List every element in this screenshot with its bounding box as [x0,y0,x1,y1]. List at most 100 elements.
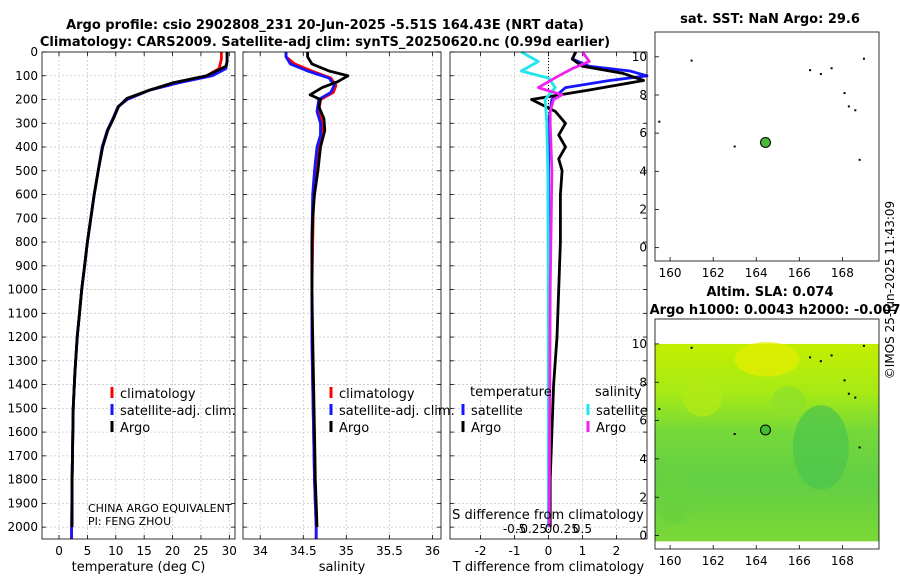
temp-legend-1-label: satellite-adj. clim. [120,404,236,419]
temp-legend-2-label: Argo [120,421,150,436]
x-axis-label: T difference from climatology [452,560,645,575]
y-tick-label: 1300 [7,354,38,368]
land-point [830,67,833,70]
x-tick-label: 35.5 [376,544,403,558]
map-x-tick-label: 168 [831,554,854,568]
sst-map-title: sat. SST: NaN Argo: 29.6 [680,12,860,27]
map-x-tick-label: 160 [659,554,682,568]
map-x-tick-label: 164 [745,266,768,280]
diff-legend-temp-argo-label: Argo [471,421,501,436]
x-tick-label: 10 [108,544,123,558]
land-point [862,344,865,347]
map-x-tick-label: 168 [831,266,854,280]
map-frame [654,31,880,262]
y-tick-label: 2000 [7,520,38,534]
x-axis-label: temperature (deg C) [72,560,206,575]
temperature-panel: 0 5 10 15 20 25 300100200300400500600700800900… [7,45,237,575]
plot-frame [449,51,648,540]
sla-map-title-line1: Altim. SLA: 0.074 [707,285,834,300]
land-point [819,72,822,75]
map-x-tick-label: 164 [745,554,768,568]
salinity-panel: 34 34.5 35 35.5 36 salinity climatology satelli… [242,51,455,575]
map-x-tick-label: 160 [659,266,682,280]
y-tick-label: 1600 [7,425,38,439]
series-line-argo [306,52,350,528]
map-y-tick-label: 8 [639,375,647,389]
sla-anomaly-blob [683,378,722,417]
land-point [843,379,846,382]
diff-legend-sal-argo-label: Argo [596,421,626,436]
difference-panel: -2 -1 0 1 2 T difference from climatology temp… [449,50,649,575]
y-tick-label: 1900 [7,496,38,510]
map-x-tick-label: 162 [702,266,725,280]
y-tick-label: 1800 [7,473,38,487]
map-y-tick-label: 4 [639,164,647,178]
x-tick-label: 34.5 [290,544,317,558]
y-tick-label: 900 [15,259,38,273]
x2-axis-label: S difference from climatology [452,508,644,523]
map-x-tick-label: 162 [702,554,725,568]
x-tick-label: 30 [222,544,237,558]
series-line-salinity-argo [536,51,591,528]
map-y-tick-label: 0 [639,529,647,543]
sal-legend-1-label: satellite-adj. clim. [339,404,455,419]
x-tick-label: 36 [425,544,440,558]
sst-map-panel: 160 162 164 166 168 0 2 4 6 8 10 [632,31,880,280]
map-y-tick-label: 6 [639,126,647,140]
diff-legend-temperature-heading: temperature [470,385,552,400]
series-line-salinity-satellite [519,50,557,528]
x-tick-label: -1 [509,544,521,558]
credit-line2: PI: FENG ZHOU [88,515,171,528]
x-tick-label: 2 [613,544,621,558]
y-tick-label: 200 [15,93,38,107]
land-point [690,59,693,62]
x2-tick-label: 0.5 [573,522,592,536]
sla-map-panel: 160 162 164 166 168 0 2 4 6 8 10 [632,318,880,568]
diff-legend-sal-satellite-label: satellite [596,404,648,419]
plot-frame [242,51,442,540]
figure-title-line2: Climatology: CARS2009. Satellite-adj cli… [40,35,610,50]
y-tick-label: 1000 [7,283,38,297]
x-tick-label: 25 [193,544,208,558]
land-point [843,92,846,95]
sla-anomaly-blob [792,405,849,490]
x2-tick-label: -0.5 [503,522,526,536]
land-point [733,145,736,148]
land-point [830,354,833,357]
map-y-tick-label: 4 [639,452,647,466]
y-tick-label: 0 [30,45,38,59]
land-point [809,356,812,359]
y-tick-label: 400 [15,140,38,154]
land-point [690,346,693,349]
map-frame [654,318,880,550]
land-point [658,408,661,411]
land-point [854,109,857,112]
sla-map-title-line2: Argo h1000: 0.0043 h2000: -0.007 [650,303,900,318]
land-point [854,396,857,399]
map-y-tick-label: 6 [639,414,647,428]
map-x-tick-label: 166 [788,266,811,280]
y-tick-label: 100 [15,69,38,83]
y-tick-label: 600 [15,188,38,202]
argo-position-marker [759,136,771,148]
sla-anomaly-blob [657,470,692,525]
y-tick-label: 1700 [7,449,38,463]
land-point [858,158,861,161]
land-point [658,120,661,123]
land-point [733,433,736,435]
land-point [809,69,812,72]
diff-legend-temp-satellite-label: satellite [471,404,523,419]
map-y-tick-label: 8 [639,88,647,102]
sla-anomaly-blob [734,342,800,377]
map-y-tick-label: 0 [639,241,647,255]
x-tick-label: 15 [137,544,152,558]
y-tick-label: 1400 [7,378,38,392]
y-tick-label: 800 [15,235,38,249]
y-tick-label: 1100 [7,306,38,320]
x-tick-label: 20 [165,544,180,558]
y-tick-label: 700 [15,211,38,225]
x2-tick-label: -0.25 [516,522,547,536]
x-tick-label: 1 [579,544,587,558]
series-line-satellite-adj-clim- [70,52,229,540]
